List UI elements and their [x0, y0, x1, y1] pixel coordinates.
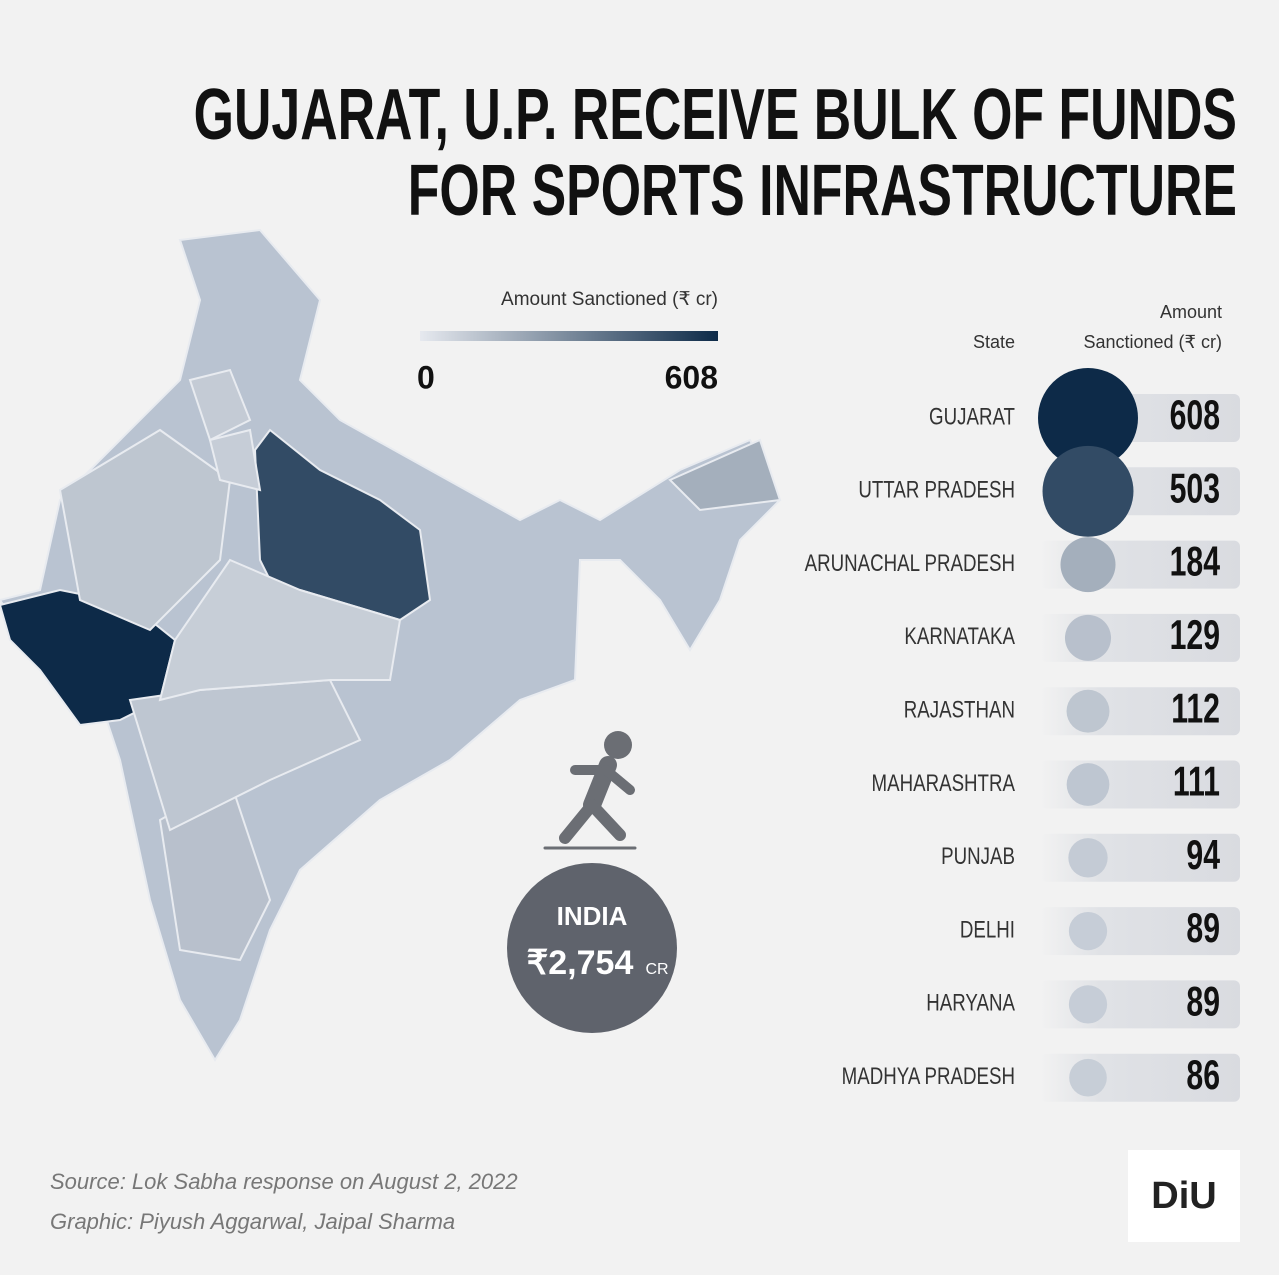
state-label: PUNJAB — [941, 843, 1015, 870]
state-label-group: UTTAR PRADESH — [858, 476, 1015, 503]
state-label: MADHYA PRADESH — [842, 1063, 1015, 1090]
map — [0, 228, 782, 1062]
value-label-group: 89 — [1186, 904, 1220, 951]
state-label-group: RAJASTHAN — [904, 696, 1015, 723]
column-header: State — [973, 332, 1015, 352]
value-label-group: 94 — [1186, 831, 1220, 878]
state-label-group: MADHYA PRADESH — [842, 1063, 1015, 1090]
value-label-group: 86 — [1186, 1051, 1220, 1098]
value-label: 112 — [1171, 684, 1220, 731]
bubble — [1066, 763, 1110, 806]
state-region — [188, 368, 252, 442]
value-label-group: 112 — [1171, 684, 1220, 731]
title: FOR SPORTS INFRASTRUCTURE — [408, 151, 1237, 231]
state-label: KARNATAKA — [904, 623, 1015, 650]
state-region — [208, 428, 262, 492]
state-label-group: PUNJAB — [941, 843, 1015, 870]
value-label: 89 — [1186, 978, 1220, 1025]
state-label-group: MAHARASHTRA — [871, 770, 1015, 797]
logo: DiU — [1151, 1175, 1216, 1217]
value-label: 608 — [1170, 391, 1220, 438]
state-region — [668, 438, 782, 512]
value-label-group: 608 — [1170, 391, 1220, 438]
bubble — [1060, 537, 1116, 593]
value-label: 86 — [1186, 1051, 1220, 1098]
value-label-group: 89 — [1186, 978, 1220, 1025]
source: Source: Lok Sabha response on August 2, … — [50, 1169, 518, 1194]
value-label: 503 — [1170, 465, 1220, 512]
total-circle — [507, 863, 677, 1033]
value-label: 184 — [1170, 538, 1221, 585]
state-label: MAHARASHTRA — [871, 770, 1015, 797]
credit: Graphic: Piyush Aggarwal, Jaipal Sharma — [50, 1209, 455, 1234]
bubble — [1064, 614, 1112, 661]
color-bar — [420, 331, 718, 341]
legend-title: Amount Sanctioned (₹ cr) — [501, 289, 718, 310]
state-label: HARYANA — [926, 990, 1015, 1017]
state-label: DELHI — [960, 916, 1015, 943]
column-header: Amount Sanctioned (₹ cr) — [1078, 302, 1222, 352]
state-region — [58, 428, 232, 632]
value-label-group: 503 — [1170, 465, 1220, 512]
runner-icon — [543, 731, 637, 850]
state-label-group: ARUNACHAL PRADESH — [805, 550, 1015, 577]
legend-min: 0 — [417, 359, 435, 395]
bubble — [1068, 911, 1108, 951]
bubble — [1038, 368, 1138, 468]
state-label: RAJASTHAN — [904, 696, 1015, 723]
bubble — [1066, 689, 1110, 733]
state-region — [158, 558, 402, 702]
state-label-group: DELHI — [960, 916, 1015, 943]
bubble — [1068, 985, 1108, 1024]
total-label: INDIA — [557, 901, 628, 931]
state-label: ARUNACHAL PRADESH — [805, 550, 1015, 577]
bubble — [1068, 838, 1108, 878]
bubble — [1042, 445, 1134, 537]
title-group: FOR SPORTS INFRASTRUCTURE — [408, 151, 1237, 231]
legend-max: 608 — [665, 359, 718, 395]
state-label: GUJARAT — [929, 403, 1015, 430]
bubble — [1069, 1058, 1107, 1097]
value-label: 129 — [1170, 611, 1220, 658]
state-label: UTTAR PRADESH — [858, 476, 1015, 503]
logo-box — [1128, 1150, 1240, 1242]
value-label-group: 184 — [1170, 538, 1221, 585]
state-label-group: KARNATAKA — [904, 623, 1015, 650]
value-label: 94 — [1186, 831, 1220, 878]
value-label: 89 — [1186, 904, 1220, 951]
title-group: GUJARAT, U.P. RECEIVE BULK OF FUNDS — [194, 75, 1237, 155]
total-value: ₹2,754 — [527, 944, 634, 982]
state-label-group: HARYANA — [926, 990, 1015, 1017]
value-label-group: 129 — [1170, 611, 1220, 658]
value-label: 111 — [1173, 758, 1220, 805]
total-unit: CR — [645, 961, 668, 978]
state-label-group: GUJARAT — [929, 403, 1015, 430]
value-label-group: 111 — [1173, 758, 1220, 805]
title: GUJARAT, U.P. RECEIVE BULK OF FUNDS — [194, 75, 1237, 155]
